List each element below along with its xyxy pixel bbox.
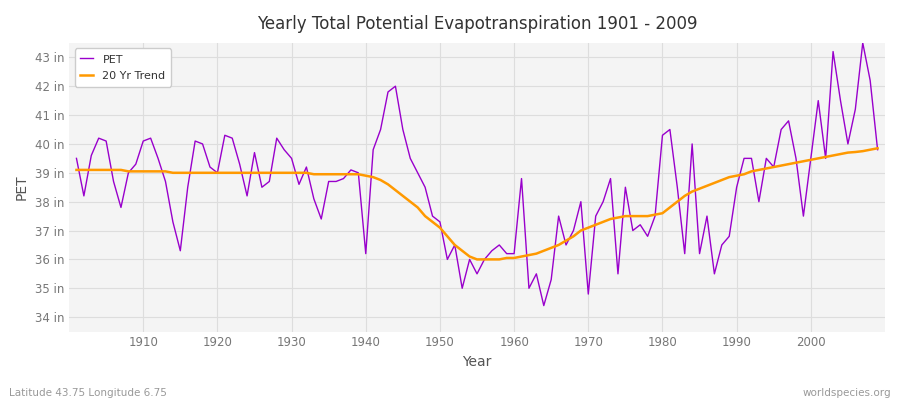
- PET: [605, 176, 616, 181]
- PET: [338, 176, 349, 181]
- PET: [293, 182, 304, 187]
- PET: [872, 147, 883, 152]
- PET: [858, 40, 868, 45]
- 20 Yr Trend: [472, 257, 482, 262]
- 20 Yr Trend: [516, 254, 526, 259]
- 20 Yr Trend: [605, 216, 616, 221]
- Y-axis label: PET: PET: [15, 174, 29, 200]
- Legend: PET, 20 Yr Trend: PET, 20 Yr Trend: [75, 48, 171, 87]
- PET: [71, 156, 82, 161]
- Line: PET: PET: [76, 43, 878, 306]
- 20 Yr Trend: [338, 172, 349, 177]
- X-axis label: Year: Year: [463, 355, 491, 369]
- 20 Yr Trend: [71, 168, 82, 172]
- Title: Yearly Total Potential Evapotranspiration 1901 - 2009: Yearly Total Potential Evapotranspiratio…: [256, 15, 698, 33]
- 20 Yr Trend: [130, 169, 141, 174]
- Text: worldspecies.org: worldspecies.org: [803, 388, 891, 398]
- 20 Yr Trend: [293, 170, 304, 175]
- 20 Yr Trend: [872, 146, 883, 151]
- Text: Latitude 43.75 Longitude 6.75: Latitude 43.75 Longitude 6.75: [9, 388, 166, 398]
- PET: [130, 162, 141, 166]
- 20 Yr Trend: [508, 256, 519, 260]
- PET: [538, 303, 549, 308]
- Line: 20 Yr Trend: 20 Yr Trend: [76, 148, 878, 260]
- PET: [508, 251, 519, 256]
- PET: [501, 251, 512, 256]
